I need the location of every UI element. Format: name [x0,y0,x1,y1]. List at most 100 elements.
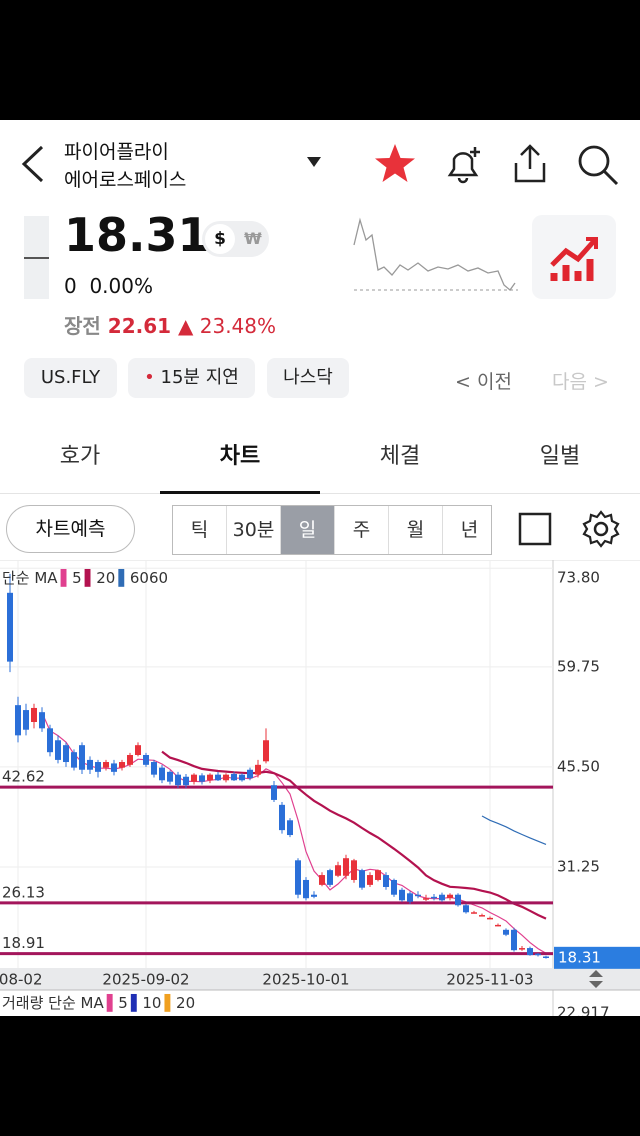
candle-body [103,762,109,768]
change-value: 0 [64,274,77,298]
tab[interactable]: 일별 [539,444,581,469]
candle-body [143,754,149,765]
price-level-label: 42.62 [2,768,45,786]
share-button[interactable] [510,143,550,185]
candle-body [199,775,205,782]
search-button[interactable] [576,143,620,187]
candle-body [383,875,389,887]
candle-body [511,929,517,951]
candle-body [375,870,381,880]
price-bar [24,216,49,299]
y-tick-label: 59.75 [557,657,600,675]
candle-body [215,774,221,781]
prev-text[interactable]: 이전 [476,371,512,393]
candle-body [519,948,525,950]
settings-button[interactable] [582,510,620,548]
candle-body [119,762,125,768]
favorite-star[interactable] [372,142,418,186]
candle-body [359,870,365,888]
candle-body [279,804,285,831]
next-text[interactable]: 다음 [552,371,587,393]
candle-body [415,894,421,897]
candle-body [71,752,77,768]
tab-active[interactable]: 차트 [219,444,261,469]
forecast-button[interactable]: 차트예측 [6,505,135,553]
price-level-label: 26.13 [2,883,45,901]
fullscreen-button[interactable] [518,512,552,546]
legend-period: 5 [118,994,128,1012]
stock-name[interactable]: 파이어플라이 [64,141,169,163]
tab[interactable]: 호가 [59,444,101,469]
candle-body [183,776,189,786]
candle-body [271,785,277,800]
period-option[interactable]: 년 [460,519,479,541]
change: 0 0.00% [64,274,153,298]
candle-body [535,953,541,956]
candle-body [159,767,165,781]
candle-body [287,820,293,836]
chart-shortcut[interactable] [532,215,616,299]
candle-body [15,705,21,736]
premarket-change: ▲ 23.48% [178,314,277,338]
status-bar [0,0,640,120]
volume-axis-label: 22,917 [557,1004,610,1017]
back-button[interactable] [18,143,48,185]
candle-body [175,774,181,786]
candle-body [503,929,509,935]
candle-body [39,712,45,729]
candle-body [255,764,261,775]
candle-body [231,773,237,781]
next-button[interactable]: 다음 > [552,371,609,393]
stock-name[interactable]: 에어로스페이스 [64,169,187,191]
candle-body [223,774,229,781]
candle-body [327,870,333,885]
legend-period: 20 [96,569,115,587]
candle-body [455,894,461,906]
period-option[interactable]: 월 [389,506,443,554]
bottom-bar [0,1016,640,1136]
current-price-label: 18.31 [558,948,601,966]
x-tick-label: 2025-09-02 [102,971,189,989]
premarket-price: 22.61 [107,314,172,338]
alert-button[interactable] [442,143,484,185]
period-option[interactable]: 주 [335,506,389,554]
candle-body [87,759,93,770]
period-option[interactable]: 틱 [173,506,227,554]
dropdown[interactable] [305,155,323,169]
candle-body [351,860,357,880]
currency-krw[interactable]: ₩ [244,229,262,248]
currency-usd[interactable]: $ [205,224,235,254]
x-axis-band [0,968,640,990]
delay-tag: • 15분 지연 [128,358,255,398]
prev-button[interactable]: < 이전 [455,371,512,393]
premarket-label: 장전 [64,314,101,338]
sparkline [353,217,518,291]
currency-toggle[interactable]: $ ₩ [202,221,269,257]
candle-body [31,707,37,723]
current-price-tag [554,946,640,969]
candle-body [343,858,349,876]
candle-body [367,875,373,885]
period-option-selected[interactable]: 일 [281,506,335,554]
candle-body [151,762,157,775]
candle-body [23,710,29,730]
candle-body [47,728,53,753]
candle-body [471,912,477,914]
legend-label: 단순 MA [2,569,58,587]
candle-body [191,774,197,782]
divider [0,493,640,494]
premarket: 장전 22.61 ▲ 23.48% [64,310,276,339]
tab[interactable]: 체결 [379,444,421,469]
candle-body [79,745,85,770]
candle-body [479,915,485,917]
moving-average-line [41,712,547,954]
period-option[interactable]: 30분 [227,506,281,554]
legend-swatch: ▌ [106,993,119,1012]
legend-period: 20 [176,994,195,1012]
change-pct: 0.00% [89,274,153,298]
candle-body [543,956,549,958]
y-tick-label: 45.50 [557,757,600,775]
candle-body [431,896,437,899]
